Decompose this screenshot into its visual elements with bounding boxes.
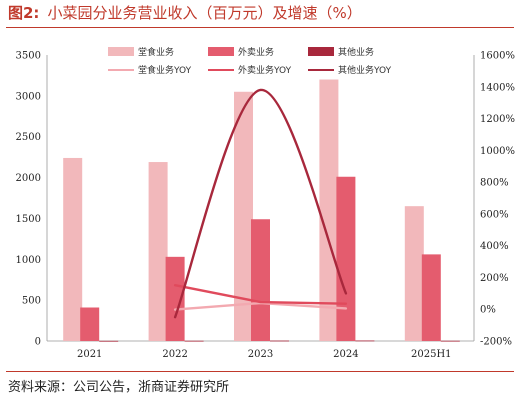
source-rule: [6, 371, 514, 372]
left-tick-label: 500: [22, 296, 41, 307]
figure-title: 图2: 小菜园分业务营业收入（百万元）及增速（%）: [8, 2, 362, 23]
right-tick-label: 1000%: [480, 146, 515, 157]
line-takeout_yoy: [173, 284, 348, 305]
legend-swatch-dine_in: [108, 47, 134, 56]
bar-takeout: [421, 254, 441, 341]
left-tick-label: 1500: [16, 214, 41, 225]
left-tick-label: 3500: [16, 51, 41, 62]
right-tick-label: -200%: [480, 337, 512, 348]
x-tick-label: 2023: [248, 349, 273, 360]
legend-swatch-takeout: [208, 47, 234, 56]
bar-dine_in: [63, 157, 83, 341]
left-tick-label: 3000: [16, 91, 41, 102]
title-rule: [6, 27, 514, 28]
right-tick-label: 1400%: [480, 82, 515, 93]
x-tick-label: 2025H1: [411, 349, 452, 360]
bar-other: [355, 340, 375, 342]
bar-takeout: [80, 307, 100, 341]
bar-dine_in: [148, 162, 168, 341]
right-tick-label: 600%: [480, 209, 509, 220]
legend-label: 堂食业务: [138, 46, 174, 58]
legend-label: 外卖业务YOY: [238, 64, 292, 76]
bar-dine_in: [404, 206, 424, 341]
line-other_yoy: [173, 88, 348, 319]
legend-label: 其他业务: [338, 46, 374, 58]
right-tick-label: 0%: [480, 305, 496, 316]
right-tick-label: 1200%: [480, 114, 515, 125]
legend-swatch-other: [308, 47, 334, 56]
x-tick-label: 2024: [333, 349, 358, 360]
bar-takeout: [165, 256, 185, 341]
left-tick-label: 2500: [16, 132, 41, 143]
right-tick-label: 400%: [480, 241, 509, 252]
source-note: 资料来源：公司公告，浙商证券研究所: [8, 380, 230, 395]
right-tick-label: 800%: [480, 178, 509, 189]
x-tick-label: 2022: [162, 349, 187, 360]
bar-takeout: [251, 219, 270, 341]
bar-dine_in: [234, 91, 253, 342]
bar-dine_in: [319, 79, 339, 341]
left-tick-label: 0: [35, 337, 41, 348]
left-tick-label: 1000: [16, 255, 41, 266]
legend-label: 其他业务YOY: [338, 64, 392, 76]
legend-label: 外卖业务: [238, 46, 274, 58]
bar-other: [184, 340, 204, 342]
bar-other: [270, 340, 289, 342]
bar-other: [99, 340, 119, 342]
right-tick-label: 1600%: [480, 51, 515, 62]
left-tick-label: 2000: [16, 173, 41, 184]
figure-title-text: 小菜园分业务营业收入（百万元）及增速（%）: [47, 4, 362, 22]
legend-label: 堂食业务YOY: [138, 64, 192, 76]
x-tick-label: 2021: [77, 349, 102, 360]
figure-label: 图2:: [8, 4, 40, 22]
bar-takeout: [336, 176, 356, 341]
right-tick-label: 200%: [480, 273, 509, 284]
bar-other: [440, 340, 460, 342]
